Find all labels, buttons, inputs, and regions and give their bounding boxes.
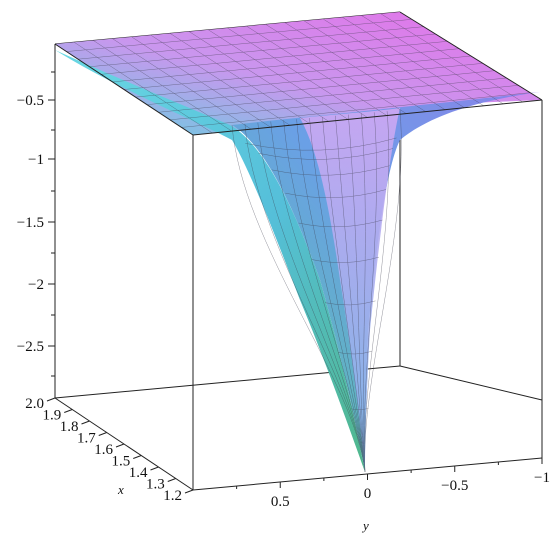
y-tick-label: 0 [364, 486, 372, 502]
x-axis: 1.21.31.41.51.61.71.81.92.0 [25, 396, 194, 504]
x-tick-mark [46, 397, 56, 402]
x-tick-mark [64, 409, 73, 413]
surface-right-wall [232, 92, 540, 472]
y-tick-label: −1 [534, 470, 550, 486]
x-tick-label: 1.9 [43, 408, 62, 424]
x-tick-label: 1.8 [60, 419, 79, 435]
z-tick-label: −1 [28, 152, 44, 168]
surface-mesh [55, 12, 542, 473]
z-tick-label: −2 [28, 277, 44, 293]
x-axis-title: x [117, 482, 124, 497]
z-tick-label: −0.5 [17, 93, 44, 109]
x-tick-mark [115, 443, 125, 448]
x-tick-label: 2.0 [25, 396, 44, 412]
x-tick-mark [81, 420, 90, 425]
x-tick-label: 1.7 [77, 431, 96, 447]
y-axis: 0.5 0 −0.5 −1 [236, 458, 550, 510]
x-tick-mark [150, 466, 159, 471]
z-axis: −0.5 −1 −1.5 −2 −2.5 [17, 71, 55, 377]
x-tick-label: 1.4 [129, 465, 148, 481]
z-tick-label: −2.5 [17, 339, 44, 355]
y-axis-title: y [361, 518, 369, 533]
surface-mesh-lines [66, 13, 531, 473]
x-tick-mark [133, 455, 142, 459]
x-tick-label: 1.2 [163, 488, 182, 504]
plot-box-front [54, 11, 543, 490]
y-tick-label: −0.5 [441, 478, 468, 494]
x-tick-mark [98, 432, 107, 436]
x-tick-label: 1.3 [146, 477, 165, 493]
y-tick-label: 0.5 [271, 494, 290, 510]
x-tick-label: 1.6 [94, 442, 113, 458]
z-tick-label: −1.5 [17, 215, 44, 231]
x-tick-label: 1.5 [112, 454, 131, 470]
x-tick-mark [184, 489, 194, 494]
x-tick-mark [167, 478, 176, 482]
